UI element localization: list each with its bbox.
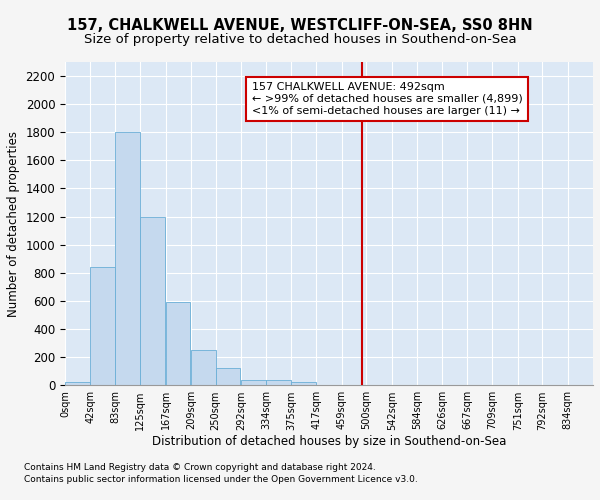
Bar	[291, 382, 316, 386]
Bar	[215, 368, 241, 386]
Bar	[241, 380, 266, 386]
Text: 157, CHALKWELL AVENUE, WESTCLIFF-ON-SEA, SS0 8HN: 157, CHALKWELL AVENUE, WESTCLIFF-ON-SEA,…	[67, 18, 533, 32]
Bar	[166, 302, 190, 386]
Y-axis label: Number of detached properties: Number of detached properties	[7, 130, 20, 316]
Bar	[115, 132, 140, 386]
Bar	[191, 350, 215, 386]
Bar	[266, 380, 291, 386]
Text: Contains HM Land Registry data © Crown copyright and database right 2024.: Contains HM Land Registry data © Crown c…	[24, 464, 376, 472]
Text: Contains public sector information licensed under the Open Government Licence v3: Contains public sector information licen…	[24, 475, 418, 484]
Bar	[90, 267, 115, 386]
Bar	[65, 382, 89, 386]
Text: 157 CHALKWELL AVENUE: 492sqm
← >99% of detached houses are smaller (4,899)
<1% o: 157 CHALKWELL AVENUE: 492sqm ← >99% of d…	[252, 82, 523, 116]
Text: Size of property relative to detached houses in Southend-on-Sea: Size of property relative to detached ho…	[83, 32, 517, 46]
X-axis label: Distribution of detached houses by size in Southend-on-Sea: Distribution of detached houses by size …	[152, 435, 506, 448]
Bar	[140, 216, 165, 386]
